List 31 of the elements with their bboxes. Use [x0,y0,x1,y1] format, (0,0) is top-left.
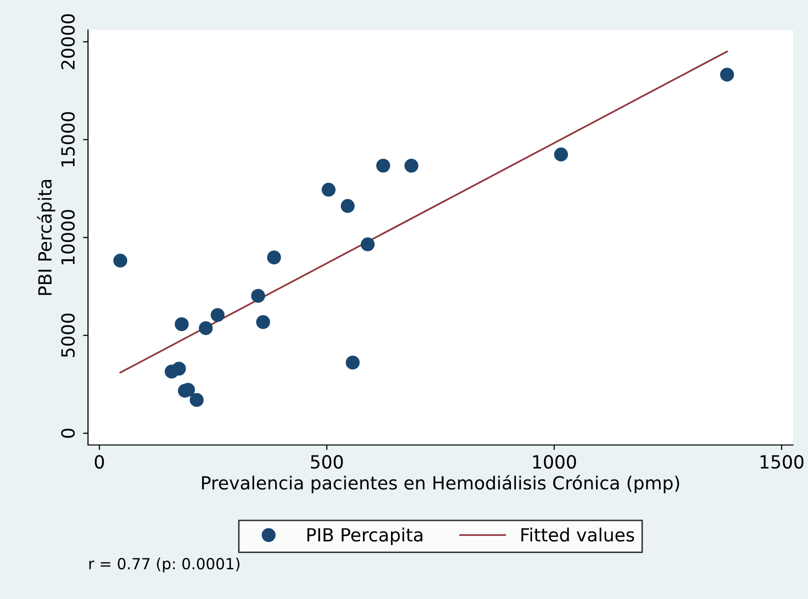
y-tick-label: 0 [61,428,75,438]
point [404,158,418,173]
point [322,182,336,197]
x-tick-label: 1500 [760,455,804,469]
x-tick-label: 500 [310,455,343,469]
point [198,321,213,336]
point [210,308,225,322]
y-tick-label: 10000 [61,210,75,264]
point [720,68,734,82]
point [376,158,390,173]
point [554,148,568,162]
point [190,393,204,407]
point [340,199,355,213]
y-tick-label: 15000 [61,112,75,166]
point [172,362,186,376]
legend-label: Fitted values [521,528,634,542]
x-axis-title: Prevalencia pacientes en Hemodiálisis Crónica (pmp) [202,474,680,494]
point [256,315,270,330]
legend-label: PIB Percapita [307,528,422,546]
point [251,288,266,303]
point [360,237,375,252]
text: r = 0.77 (p: 0.0001) [89,558,240,572]
point [174,317,189,332]
point [346,356,360,370]
x-tick-label: 0 [94,455,104,469]
point [113,254,128,268]
y-tick-label: 5000 [61,314,75,357]
x-tick-label: 1000 [533,455,576,469]
point [267,250,281,264]
y-axis-title: PBI Percápita [37,180,56,295]
y-tick-label: 20000 [61,14,75,70]
